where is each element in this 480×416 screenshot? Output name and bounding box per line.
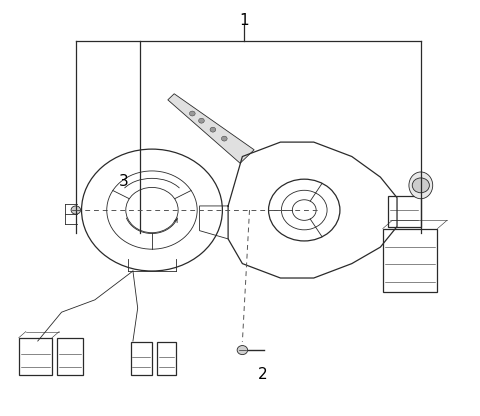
Text: 2: 2 — [258, 367, 268, 382]
Text: 1: 1 — [239, 13, 249, 28]
Circle shape — [210, 127, 216, 132]
Polygon shape — [168, 94, 254, 163]
Bar — [19, 338, 52, 375]
Circle shape — [190, 111, 195, 116]
Circle shape — [199, 118, 204, 123]
Circle shape — [412, 178, 430, 193]
Text: 3: 3 — [119, 174, 128, 189]
Circle shape — [237, 346, 248, 354]
Bar — [387, 196, 421, 227]
Bar — [157, 342, 176, 375]
Circle shape — [71, 206, 81, 214]
Bar — [131, 342, 152, 375]
Ellipse shape — [409, 172, 432, 199]
Bar — [383, 228, 437, 292]
Bar — [57, 338, 83, 375]
Circle shape — [221, 136, 227, 141]
